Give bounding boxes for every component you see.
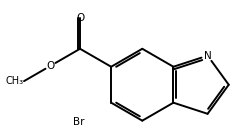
Text: CH₃: CH₃ xyxy=(5,76,23,86)
Text: N: N xyxy=(204,51,212,61)
Text: Br: Br xyxy=(73,117,84,127)
Text: O: O xyxy=(76,13,84,23)
Text: O: O xyxy=(46,61,55,71)
